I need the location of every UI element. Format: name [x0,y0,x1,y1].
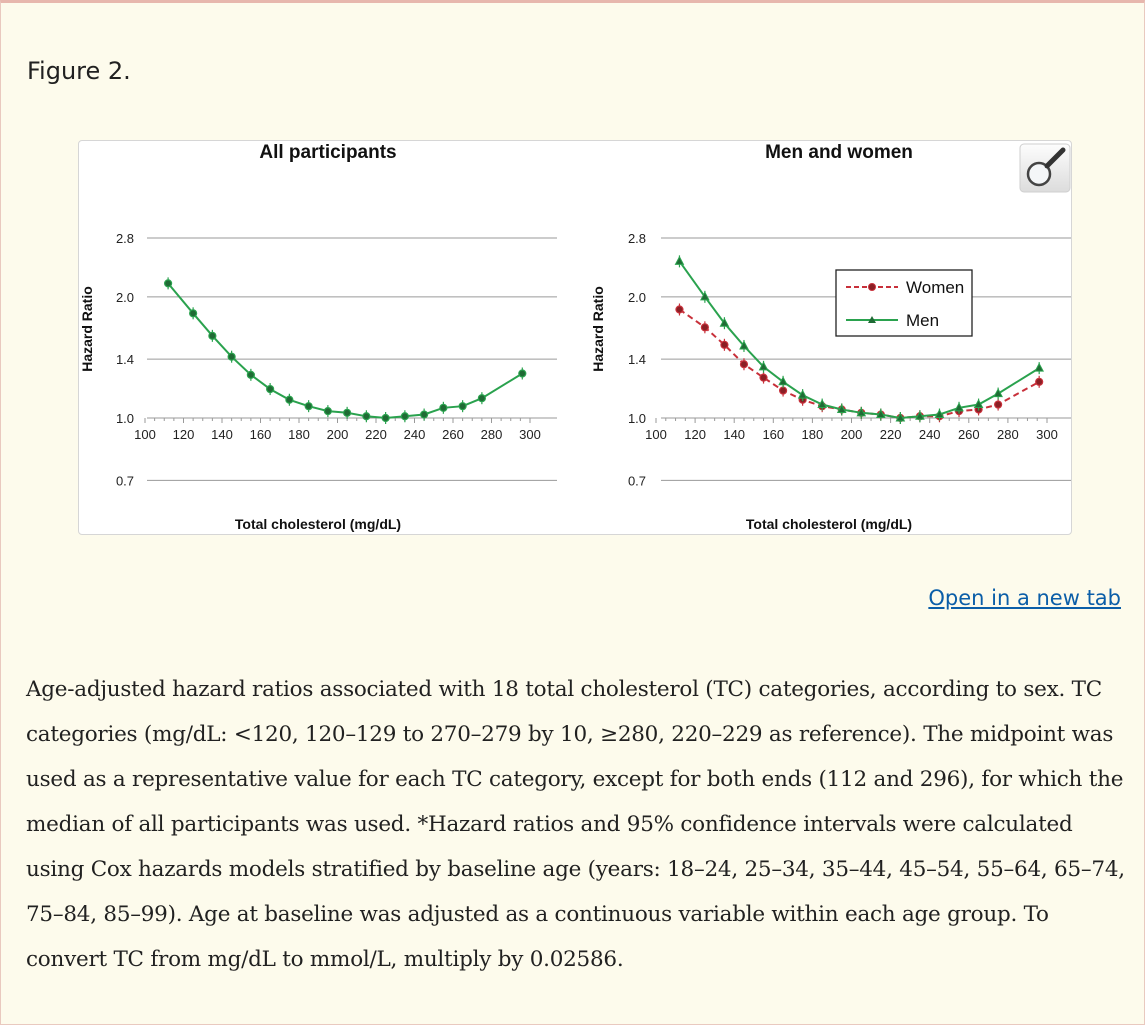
panel1-all-participants-point [189,309,198,318]
panel2-legend-marker [868,316,876,323]
panel1-y-axis-label: Hazard Ratio [79,286,95,372]
panel1-x-axis-label: Total cholesterol (mg/dL) [235,516,401,532]
panel1-all-participants-point [266,384,275,394]
panel1-all-participants-point [439,403,448,412]
panel2-x-tick-label: 140 [723,427,745,442]
panel2-women-point [1035,377,1044,386]
panel1-y-tick-label: 2.8 [116,231,134,246]
magnifier-icon[interactable] [1019,143,1071,193]
panel1-all-participants-point [304,402,313,411]
panel2-men-point [875,408,886,419]
panel2-legend-box [835,269,973,337]
panel2-men-point [758,361,769,371]
panel1-chart-title: All participants [259,142,396,163]
panel1-all-participants-point [323,407,332,416]
panel2-x-tick-label: 120 [684,427,706,442]
panel2-men-point [817,398,828,409]
panel1-all-participants-point [420,410,429,419]
panel2-men-point [895,412,906,422]
panel1-y-tick-label: 1.4 [116,352,134,367]
panel1-all-participants-point [362,412,371,421]
panel2-men-point [915,410,925,420]
panel2-y-tick-label: 1.0 [628,411,646,426]
panel2-men-point [836,403,847,413]
panel1-all-participants-point [518,369,527,378]
panel1-all-participants-point [477,394,486,403]
panel1-all-participants-point [458,402,467,411]
panel2-x-axis-label: Total cholesterol (mg/dL) [746,516,912,532]
panel2-men-point [719,317,730,327]
panel1-x-tick-label: 140 [211,427,233,442]
panel2-men-point [797,389,808,399]
panel2-y-axis-label: Hazard Ratio [590,286,606,372]
panel2-y-tick-label: 2.8 [628,231,646,246]
panel1-x-tick-label: 220 [365,427,387,442]
panel1-x-tick-label: 240 [404,427,426,442]
figure-chart: All participants 0.7 1.0 1.4 2.0 2.8 100 120 140… [79,142,1071,532]
panel1-all-participants-point [343,408,352,417]
panel2-x-tick-label: 240 [919,427,941,442]
panel1-x-tick-label: 280 [481,427,503,442]
panel1-all-participants-point [227,352,236,361]
panel2-women-point [700,323,709,332]
panel2-men-line [678,260,1040,420]
panel2-x-tick-label: 100 [645,427,667,442]
panel2-men-point [934,408,945,419]
panel2-men-point [778,376,788,386]
figure-label: Figure 2. [27,57,131,85]
panel2-x-tick-label: 220 [880,427,902,442]
panel2-legend-marker [868,283,876,291]
panel1-x-tick-label: 120 [173,427,195,442]
panel1-y-tick-label: 2.0 [116,290,134,305]
panel1-x-tick-label: 200 [327,427,349,442]
panel1-all-participants-point [208,331,217,340]
panel2-legend-label-women: Women [906,278,964,297]
panel1-all-participants-point [381,413,390,423]
figure-caption: Age-adjusted hazard ratios associated wi… [26,677,1125,972]
panel2-men-point [954,402,964,412]
panel2-women-point [739,360,749,369]
panel2-chart-title: Men and women [765,142,913,163]
panel2-women-point [994,400,1003,409]
panel2-men-point [993,388,1003,398]
panel1-all-participants-line [167,282,523,420]
panel2-men-point [739,340,749,350]
panel2-women-point [759,373,768,382]
panel1-x-tick-label: 260 [442,427,464,442]
panel1-x-tick-label: 300 [519,427,541,442]
panel1-y-tick-label: 0.7 [116,473,134,488]
panel2-x-tick-label: 280 [997,427,1019,442]
panel1-x-tick-label: 180 [288,427,310,442]
panel1-all-participants-point [163,279,173,288]
panel2-men-point [674,255,685,265]
panel2-men-point [973,398,984,409]
panel2-y-tick-label: 0.7 [628,473,646,488]
panel2-x-tick-label: 200 [841,427,863,442]
panel1-all-participants-point [285,395,294,404]
panel2-women-point [778,386,788,395]
panel2-men-point [856,407,867,417]
panel2-x-tick-label: 300 [1036,427,1058,442]
panel2-x-tick-label: 180 [802,427,824,442]
open-in-new-tab-link[interactable]: Open in a new tab [928,586,1121,610]
panel1-x-tick-label: 160 [250,427,272,442]
panel2-x-tick-label: 160 [762,427,784,442]
panel2-y-tick-label: 2.0 [628,290,646,305]
figure-image-frame[interactable]: All participants 0.7 1.0 1.4 2.0 2.8 100 120 140… [78,140,1072,535]
panel2-men-point [1034,362,1045,372]
panel2-men-point [700,291,710,301]
panel1-all-participants-point [246,370,255,379]
panel2-women-point [675,305,684,314]
panel1-y-tick-label: 1.0 [116,411,134,426]
panel1-all-participants-point [400,412,409,421]
panel1-x-tick-label: 100 [134,427,156,442]
panel2-x-tick-label: 260 [958,427,980,442]
panel2-y-tick-label: 1.4 [628,352,646,367]
panel2-women-point [720,340,729,349]
panel2-legend-label-men: Men [906,311,939,330]
